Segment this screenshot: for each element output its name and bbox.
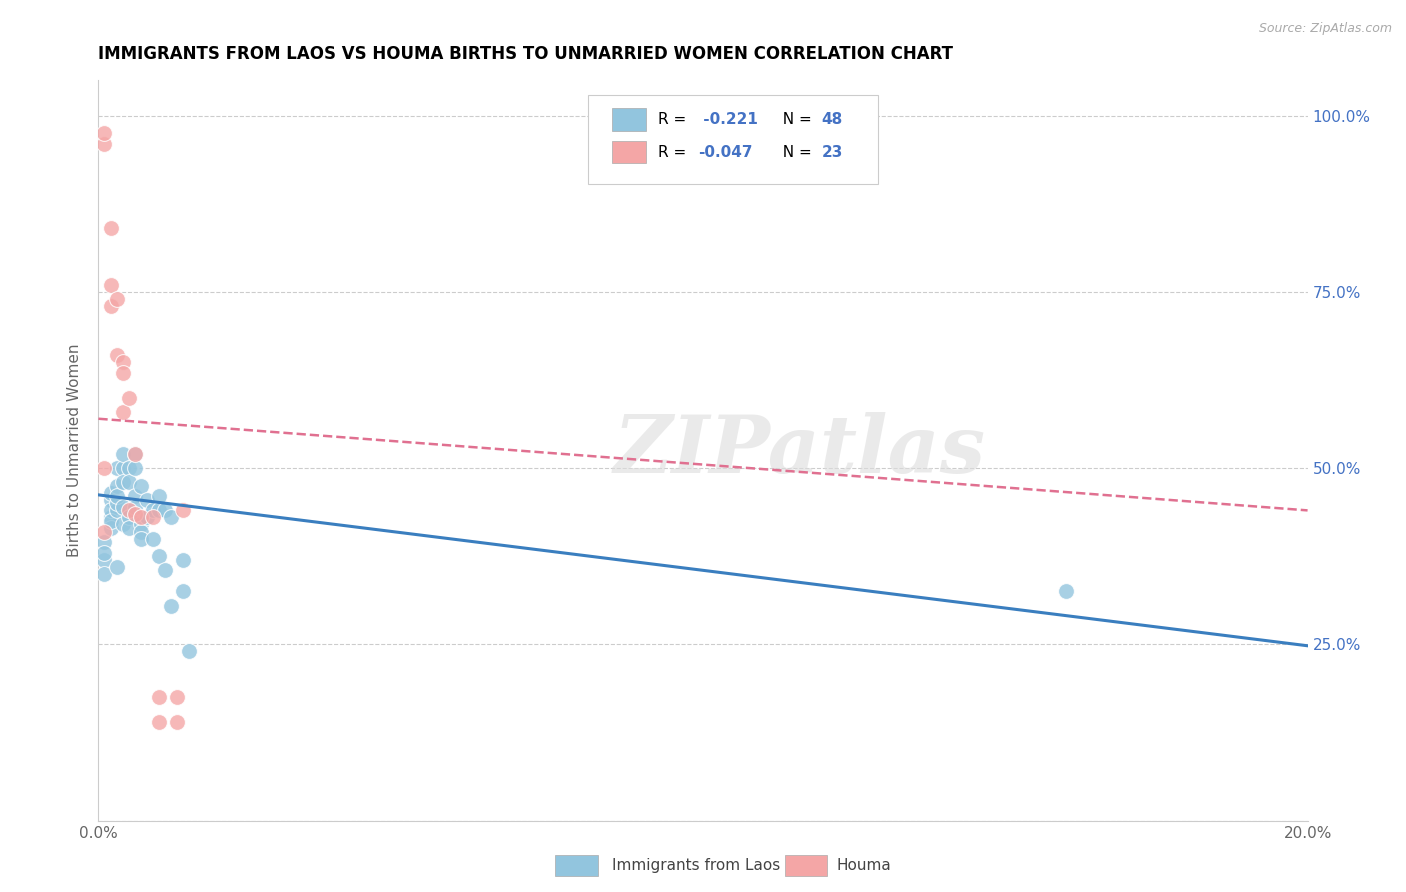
Point <box>153 563 176 577</box>
Point <box>135 492 157 507</box>
Point <box>148 690 170 705</box>
Point <box>129 532 152 546</box>
Point <box>142 503 165 517</box>
Text: R =: R = <box>658 145 692 160</box>
Point <box>142 532 165 546</box>
Point <box>118 461 141 475</box>
Point <box>93 136 115 151</box>
Point <box>153 503 176 517</box>
Text: N =: N = <box>773 145 817 160</box>
Point <box>124 447 146 461</box>
Text: Source: ZipAtlas.com: Source: ZipAtlas.com <box>1258 22 1392 36</box>
Point <box>100 277 122 292</box>
Text: N =: N = <box>773 112 817 127</box>
Point <box>129 510 152 524</box>
Point <box>118 510 141 524</box>
Point <box>105 489 128 503</box>
Text: R =: R = <box>658 112 692 127</box>
Point <box>93 461 115 475</box>
Text: Houma: Houma <box>837 858 891 872</box>
Point <box>160 510 183 524</box>
Point <box>118 521 141 535</box>
Point <box>111 500 134 514</box>
Point <box>100 492 122 507</box>
Point <box>129 517 152 532</box>
Point <box>118 475 141 490</box>
Point <box>93 566 115 581</box>
Point <box>100 299 122 313</box>
Point <box>142 510 165 524</box>
Point <box>160 599 183 613</box>
Point <box>100 503 122 517</box>
Point <box>118 391 141 405</box>
Point <box>105 503 128 517</box>
Point <box>124 447 146 461</box>
Point <box>118 503 141 517</box>
Point <box>129 524 152 539</box>
Point <box>166 714 188 729</box>
Point <box>172 553 194 567</box>
Point <box>1054 584 1077 599</box>
Point <box>105 496 128 510</box>
Point <box>148 503 170 517</box>
Point <box>105 461 128 475</box>
Point <box>93 524 115 539</box>
Text: IMMIGRANTS FROM LAOS VS HOUMA BIRTHS TO UNMARRIED WOMEN CORRELATION CHART: IMMIGRANTS FROM LAOS VS HOUMA BIRTHS TO … <box>98 45 953 63</box>
Point <box>105 479 128 493</box>
FancyBboxPatch shape <box>613 109 647 130</box>
Point <box>111 447 134 461</box>
Point <box>93 546 115 560</box>
Point <box>135 510 157 524</box>
Point <box>111 355 134 369</box>
Text: -0.221: -0.221 <box>699 112 758 127</box>
Point <box>148 549 170 564</box>
FancyBboxPatch shape <box>613 141 647 163</box>
FancyBboxPatch shape <box>588 95 879 184</box>
Point <box>111 405 134 419</box>
Point <box>124 489 146 503</box>
Point <box>105 559 128 574</box>
Point <box>124 500 146 514</box>
Point <box>124 507 146 521</box>
Text: 23: 23 <box>821 145 842 160</box>
Y-axis label: Births to Unmarried Women: Births to Unmarried Women <box>67 343 83 558</box>
Text: ZIPatlas: ZIPatlas <box>613 412 986 489</box>
Point <box>100 510 122 524</box>
Point <box>179 644 201 658</box>
Text: -0.047: -0.047 <box>699 145 752 160</box>
Point <box>93 126 115 140</box>
Point <box>129 479 152 493</box>
Point <box>111 461 134 475</box>
Point <box>93 553 115 567</box>
Point <box>172 503 194 517</box>
Point <box>100 521 122 535</box>
Point <box>111 475 134 490</box>
Point <box>100 485 122 500</box>
Text: Immigrants from Laos: Immigrants from Laos <box>612 858 780 872</box>
Point <box>100 514 122 528</box>
Text: 48: 48 <box>821 112 842 127</box>
Point <box>111 517 134 532</box>
Point <box>105 348 128 362</box>
Point <box>124 461 146 475</box>
Point <box>172 584 194 599</box>
Point <box>166 690 188 705</box>
Point <box>148 714 170 729</box>
Point <box>93 535 115 549</box>
Point <box>148 489 170 503</box>
Point <box>111 366 134 380</box>
Point <box>100 221 122 235</box>
Point <box>105 292 128 306</box>
